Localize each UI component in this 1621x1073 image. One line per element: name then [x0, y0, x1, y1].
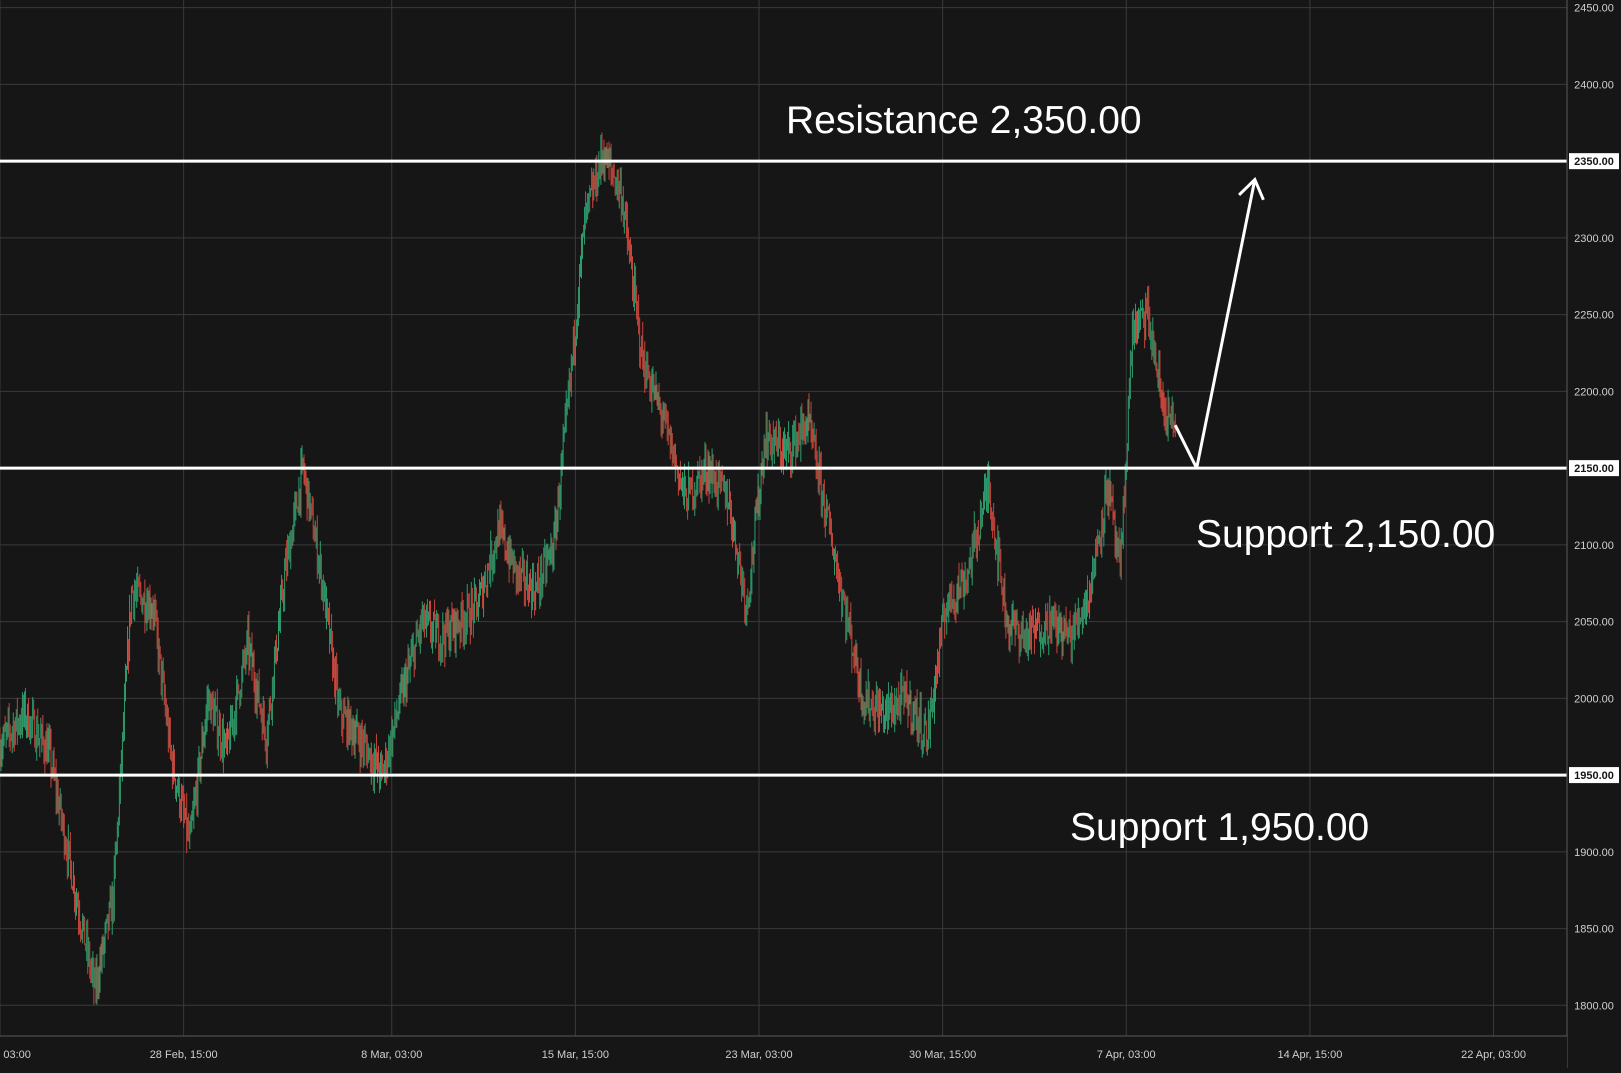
- time-axis-background: [0, 1036, 1567, 1068]
- level-price-badge-text: 1950.00: [1574, 770, 1614, 782]
- price-tick-label: 2450.00: [1574, 3, 1614, 15]
- price-tick-label: 2300.00: [1574, 233, 1614, 245]
- price-tick-label: 2250.00: [1574, 310, 1614, 322]
- price-tick-label: 2050.00: [1574, 617, 1614, 629]
- time-tick-label: 1 Feb, 03:00: [0, 1049, 31, 1061]
- price-tick-label: 2200.00: [1574, 386, 1614, 398]
- level-price-badge: [1569, 460, 1619, 477]
- level-annotation: Support 1,950.00: [1070, 806, 1369, 849]
- level-price-badge: [1569, 153, 1619, 170]
- level-annotation: Resistance 2,350.00: [786, 99, 1142, 142]
- annotations: Resistance 2,350.00 Support 2,150.00 Suppo…: [786, 99, 1495, 849]
- time-tick-label: 23 Mar, 03:00: [725, 1049, 792, 1061]
- time-tick-label: 8 Mar, 03:00: [361, 1049, 422, 1061]
- level-price-badge: [1569, 767, 1619, 784]
- price-tick-label: 1900.00: [1574, 847, 1614, 859]
- price-tick-label: 1850.00: [1574, 924, 1614, 936]
- time-tick-label: 22 Apr, 03:00: [1461, 1049, 1526, 1061]
- price-tick-label: 2000.00: [1574, 693, 1614, 705]
- price-tick-label: 2100.00: [1574, 540, 1614, 552]
- time-tick-label: 28 Feb, 15:00: [150, 1049, 218, 1061]
- projection-arrowhead: [1238, 176, 1265, 201]
- price-axis[interactable]: 2450.00 2400.00 2300.00 2250.00 2200.00 2100.…: [1566, 0, 1621, 1068]
- time-tick-label: 7 Apr, 03:00: [1097, 1049, 1156, 1061]
- level-price-badge-text: 2150.00: [1574, 463, 1614, 475]
- price-axis-background: [1567, 0, 1621, 1068]
- projection-arrow: [1173, 176, 1265, 470]
- level-annotation: Support 2,150.00: [1196, 513, 1495, 556]
- level-price-badge-text: 2350.00: [1574, 156, 1614, 168]
- price-tick-label: 2400.00: [1574, 79, 1614, 91]
- projection-path: [1173, 179, 1257, 470]
- time-tick-label: 15 Mar, 15:00: [542, 1049, 609, 1061]
- candles: [0, 132, 1176, 1005]
- time-axis[interactable]: 1 Feb, 03:00 28 Feb, 15:00 8 Mar, 03:00 15 …: [0, 1035, 1567, 1068]
- time-tick-label: 14 Apr, 15:00: [1277, 1049, 1342, 1061]
- price-tick-label: 1800.00: [1574, 1000, 1614, 1012]
- time-tick-label: 30 Mar, 15:00: [909, 1049, 976, 1061]
